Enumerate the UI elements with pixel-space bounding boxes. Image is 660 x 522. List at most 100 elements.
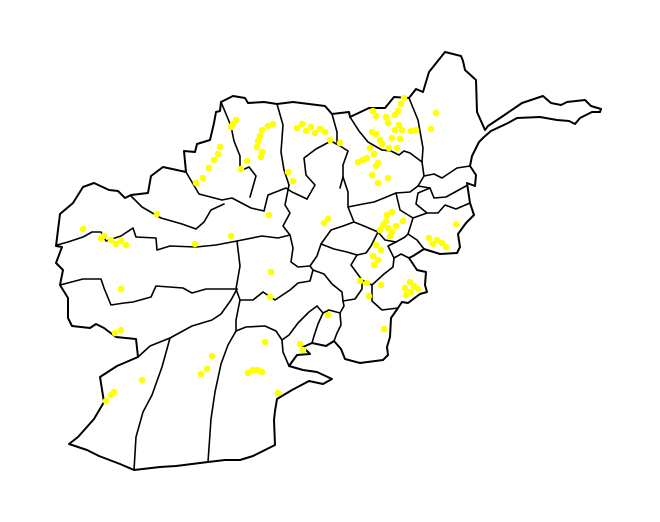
data-point xyxy=(396,135,404,143)
data-point xyxy=(374,159,382,167)
data-point xyxy=(336,139,344,147)
data-point xyxy=(261,338,269,346)
data-point xyxy=(138,376,146,384)
data-point xyxy=(192,179,200,187)
data-point xyxy=(296,340,304,348)
data-point xyxy=(372,112,380,120)
data-point xyxy=(266,293,274,301)
data-point xyxy=(232,116,240,124)
data-point xyxy=(401,284,409,292)
data-point xyxy=(102,397,110,405)
data-point xyxy=(302,127,310,135)
data-point xyxy=(316,125,324,133)
data-point xyxy=(199,174,207,182)
data-point xyxy=(380,325,388,333)
data-point xyxy=(197,370,205,378)
data-point xyxy=(257,153,265,161)
data-point xyxy=(293,124,301,132)
data-point xyxy=(399,217,407,225)
data-point xyxy=(203,365,211,373)
data-point xyxy=(377,281,385,289)
data-point xyxy=(256,132,264,140)
data-point xyxy=(388,208,396,216)
country-boundary xyxy=(55,51,602,471)
data-point xyxy=(307,123,315,131)
data-point xyxy=(216,143,224,151)
data-point xyxy=(429,240,437,248)
data-point xyxy=(388,134,396,142)
data-point xyxy=(366,144,374,152)
data-point xyxy=(205,164,213,172)
data-point xyxy=(299,346,307,354)
data-point xyxy=(400,94,408,102)
data-point xyxy=(432,109,440,117)
data-point xyxy=(117,237,125,245)
data-point xyxy=(392,222,400,230)
data-point xyxy=(284,168,292,176)
points-layer xyxy=(79,94,460,405)
data-point xyxy=(414,285,422,293)
data-point xyxy=(365,292,373,300)
data-point xyxy=(385,144,393,152)
data-point xyxy=(372,241,380,249)
data-point xyxy=(321,128,329,136)
data-point xyxy=(374,256,382,264)
data-point xyxy=(379,221,387,229)
data-point xyxy=(227,123,235,131)
data-point xyxy=(438,239,446,247)
data-point xyxy=(406,278,414,286)
data-point xyxy=(393,144,401,152)
data-point xyxy=(442,243,450,251)
data-point xyxy=(384,174,392,182)
data-point xyxy=(191,240,199,248)
data-point xyxy=(391,111,399,119)
data-point xyxy=(452,220,460,228)
data-point xyxy=(122,241,130,249)
data-point xyxy=(311,129,319,137)
data-point xyxy=(254,137,262,145)
data-point xyxy=(243,157,251,165)
data-point xyxy=(372,130,380,138)
data-point xyxy=(258,126,266,134)
data-point xyxy=(326,136,334,144)
data-point xyxy=(79,225,87,233)
data-point xyxy=(370,150,378,158)
data-point xyxy=(395,121,403,129)
data-point xyxy=(378,140,386,148)
data-point xyxy=(289,177,297,185)
data-point xyxy=(117,285,125,293)
data-point xyxy=(249,366,257,374)
data-point xyxy=(407,127,415,135)
data-point xyxy=(253,143,261,151)
data-point xyxy=(208,352,216,360)
data-point xyxy=(153,210,161,218)
data-point xyxy=(363,279,371,287)
data-point xyxy=(112,240,120,248)
data-point xyxy=(269,120,277,128)
data-point xyxy=(391,126,399,134)
data-point xyxy=(384,224,392,232)
data-point xyxy=(227,232,235,240)
data-point xyxy=(110,388,118,396)
data-point xyxy=(398,126,406,134)
data-point xyxy=(298,120,306,128)
data-point xyxy=(274,389,282,397)
data-point xyxy=(356,277,364,285)
data-point xyxy=(117,326,125,334)
data-point xyxy=(244,369,252,377)
data-point xyxy=(258,368,266,376)
data-point xyxy=(427,125,435,133)
data-point xyxy=(425,234,433,242)
data-point xyxy=(397,100,405,108)
data-point xyxy=(386,232,394,240)
data-point xyxy=(368,171,376,179)
data-point xyxy=(376,226,384,234)
data-point xyxy=(412,126,420,134)
data-point xyxy=(237,165,245,173)
data-point xyxy=(324,311,332,319)
data-point xyxy=(407,288,415,296)
data-point xyxy=(354,158,362,166)
data-point xyxy=(100,232,108,240)
